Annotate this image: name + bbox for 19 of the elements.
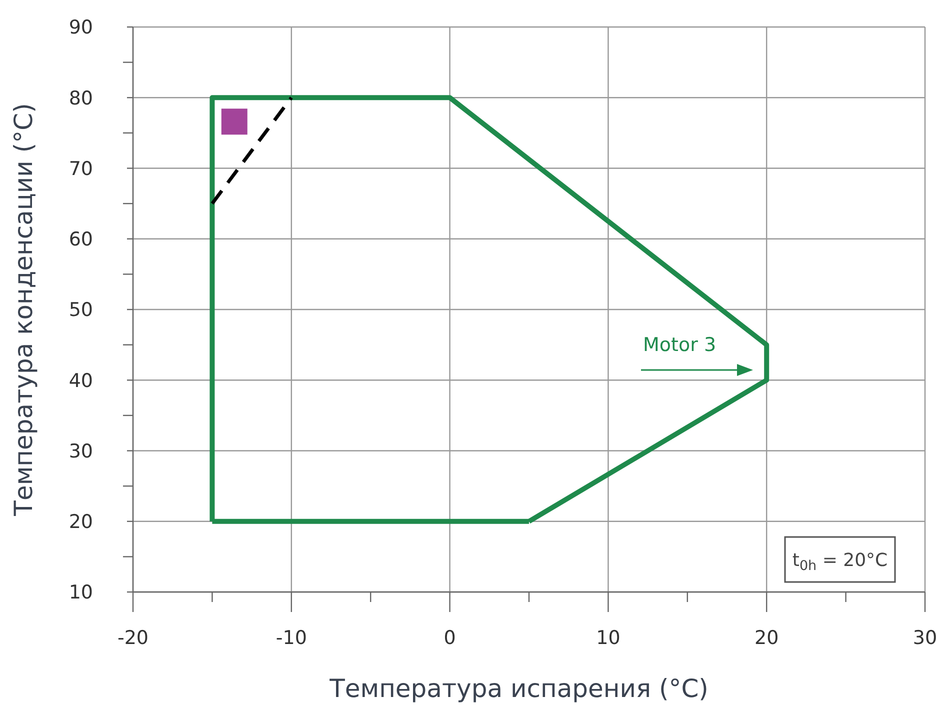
y-tick-label: 80	[68, 87, 93, 110]
x-tick-label: 20	[754, 627, 779, 649]
y-axis-title: Температура конденсации (°C)	[9, 103, 38, 517]
y-tick-label: 20	[68, 511, 93, 534]
x-tick-label: -10	[276, 627, 307, 649]
x-tick-label: 30	[912, 627, 936, 649]
y-tick-label: 90	[68, 16, 93, 39]
y-tick-label: 70	[68, 158, 93, 180]
x-tick-label: 0	[444, 627, 456, 649]
y-tick-label: 40	[68, 370, 93, 392]
y-tick-label: 60	[68, 228, 93, 251]
y-tick-label: 50	[68, 299, 93, 322]
y-tick-label: 10	[68, 582, 93, 604]
y-tick-label: 30	[68, 440, 93, 462]
x-tick-label: -20	[117, 627, 149, 649]
annotation: Motor 3	[643, 334, 716, 356]
x-tick-label: 10	[596, 627, 620, 649]
annotation: t$_{0h}$ = 20°C	[792, 550, 888, 574]
x-axis-title: Температура испарения (°C)	[328, 674, 708, 703]
